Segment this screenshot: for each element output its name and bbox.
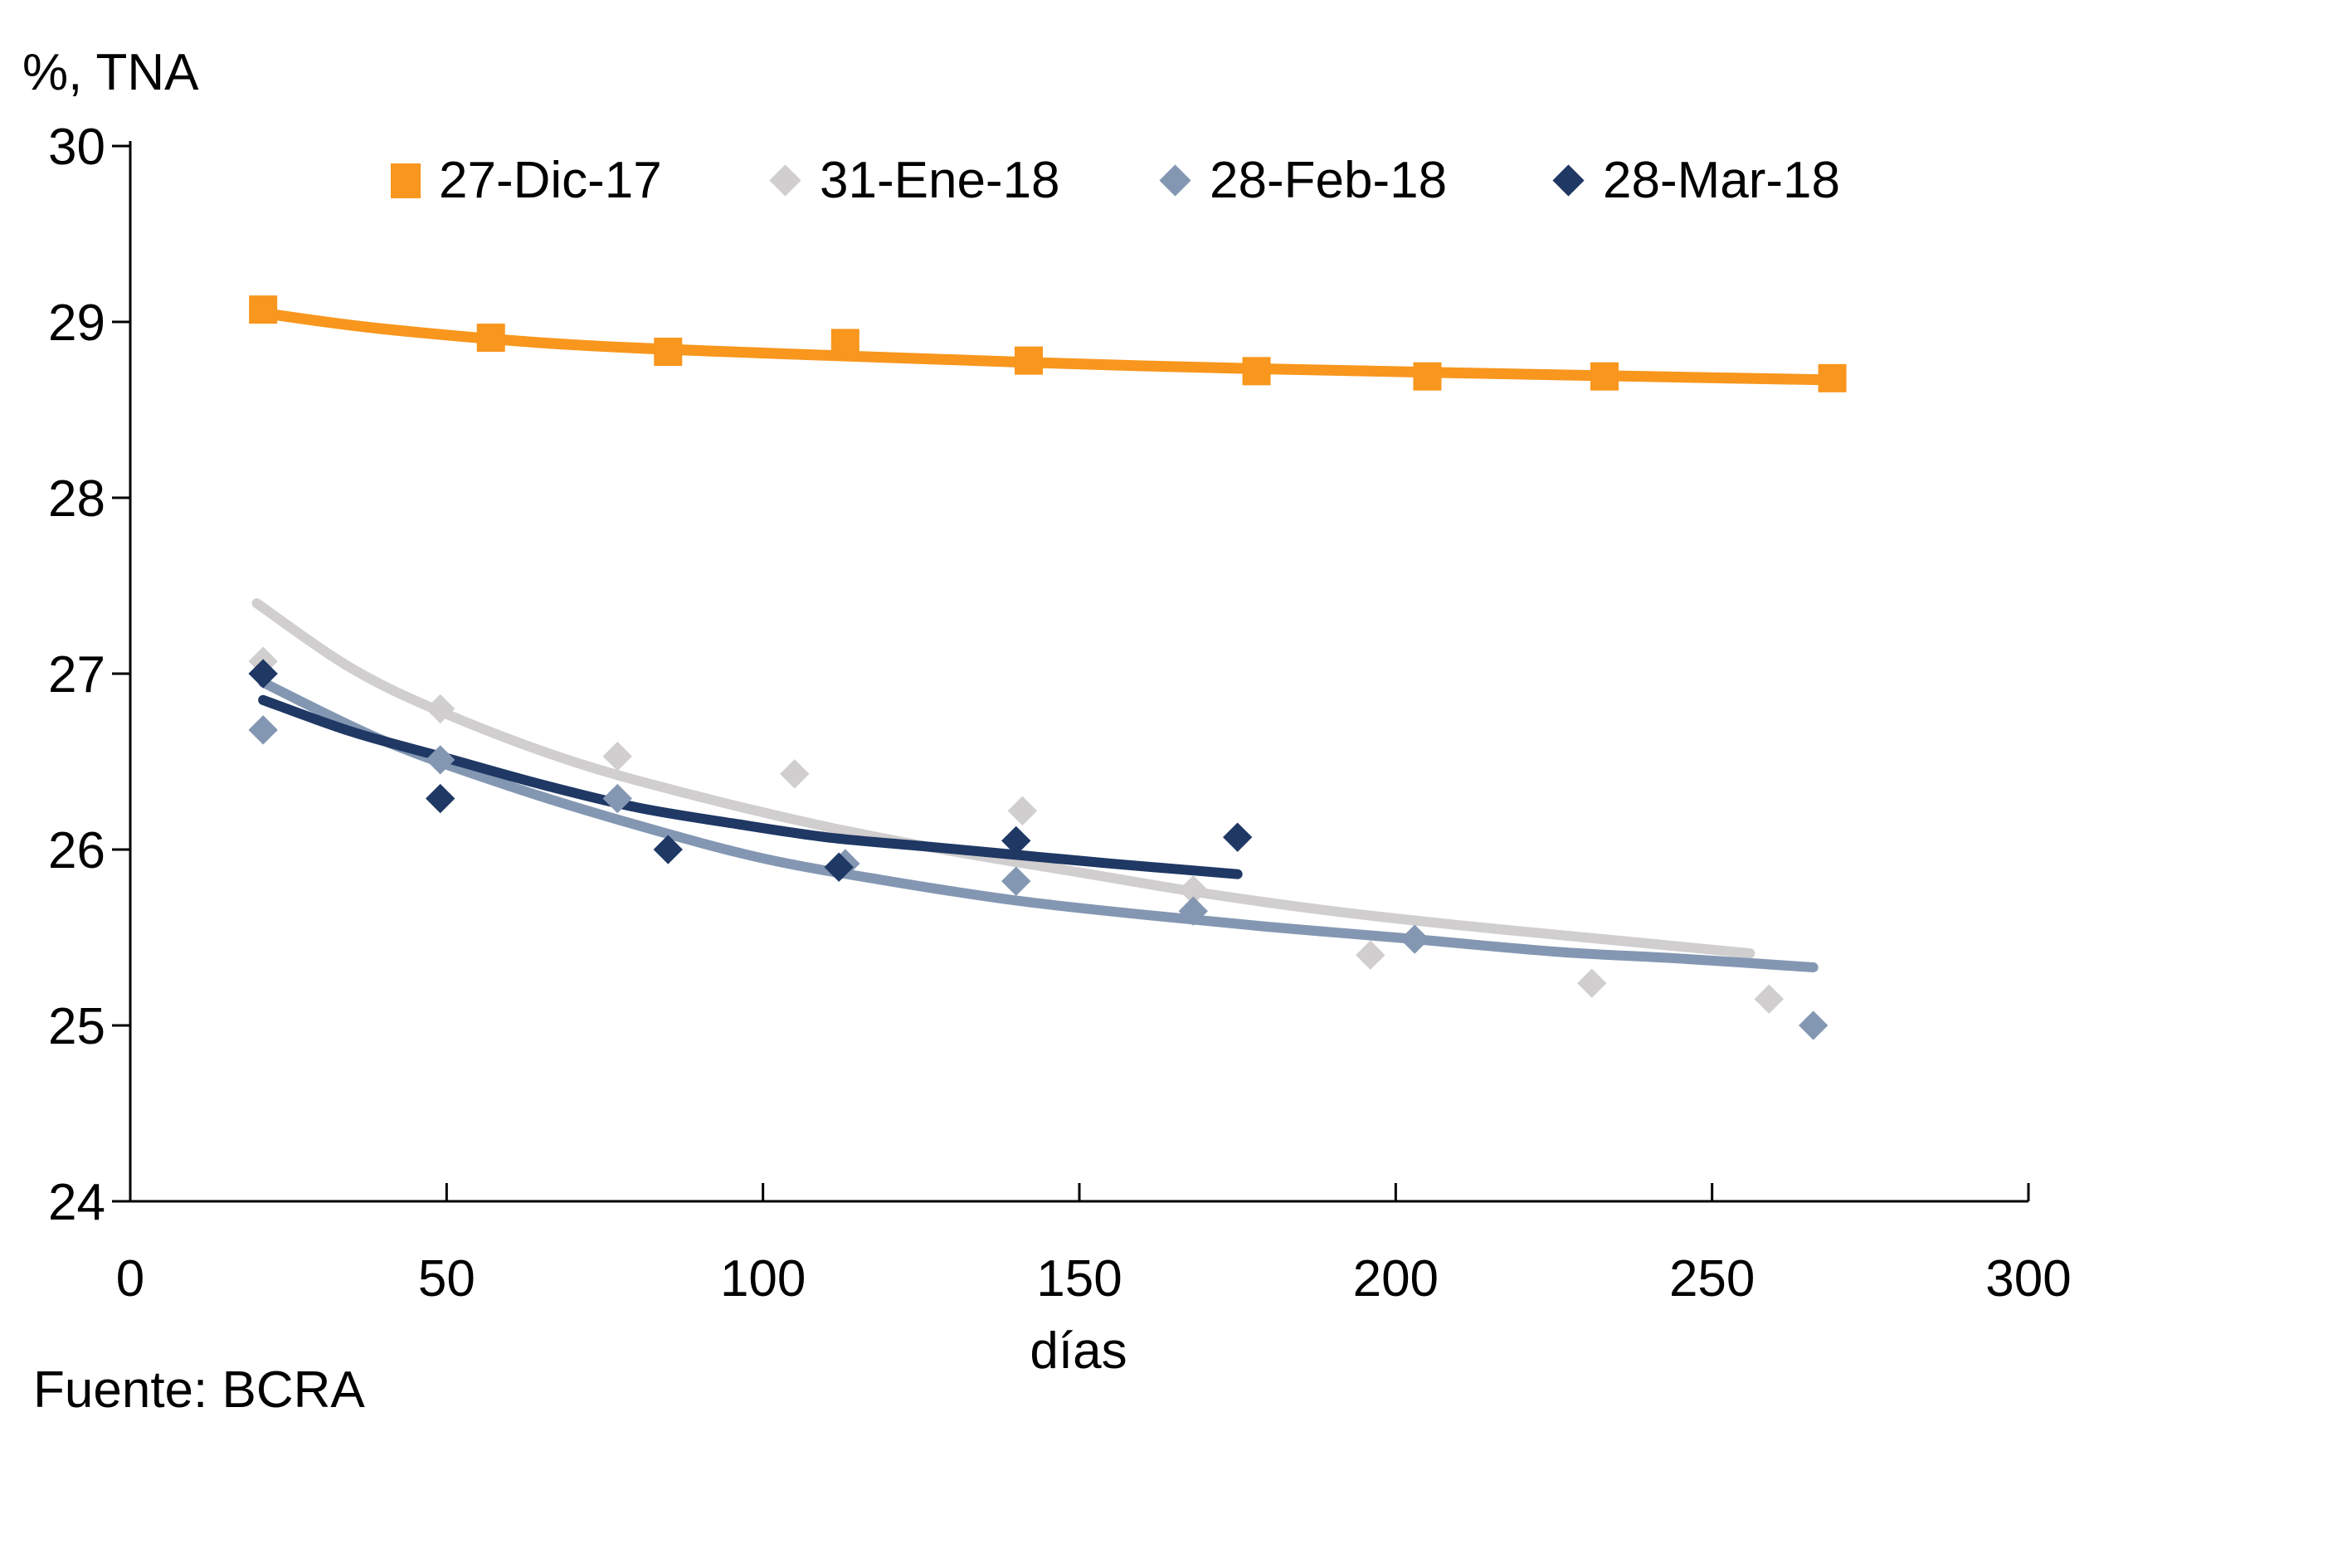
x-tick-label: 50 [418, 1250, 475, 1307]
data-point-27-Dic-17 [1818, 363, 1847, 392]
trend-line-28-Mar-18 [258, 694, 1243, 879]
data-point-27-Dic-17 [1590, 362, 1619, 391]
data-point-28-Feb-18 [602, 783, 632, 814]
bluegray-diamond-marker-icon [1159, 164, 1191, 197]
x-tick-label: 300 [1985, 1250, 2071, 1307]
legend-label: 31-Ene-18 [820, 152, 1060, 209]
x-tick-label: 250 [1669, 1250, 1755, 1307]
x-axis-title: días [1030, 1322, 1127, 1380]
data-point-28-Mar-18 [824, 852, 854, 882]
data-point-27-Dic-17 [249, 295, 278, 324]
legend-label: 27-Dic-17 [439, 152, 662, 209]
y-tick-label: 30 [48, 119, 105, 176]
y-tick-label: 27 [48, 646, 105, 704]
data-point-28-Feb-18 [426, 745, 455, 775]
gray-diamond-marker-icon [769, 164, 801, 197]
x-tick-label: 200 [1353, 1250, 1439, 1307]
legend-item-28-feb-18: 28-Feb-18 [1159, 151, 1447, 210]
legend-label: 28-Mar-18 [1603, 152, 1840, 209]
data-point-28-Mar-18 [1222, 822, 1253, 852]
orange-square-marker-icon [391, 163, 421, 198]
legend-item-31-ene-18: 31-Ene-18 [769, 151, 1060, 210]
data-point-28-Mar-18 [248, 659, 278, 689]
x-tick-label: 100 [720, 1250, 806, 1307]
y-tick-label: 28 [48, 470, 105, 528]
navy-diamond-marker-icon [1552, 164, 1585, 197]
y-tick-label: 26 [48, 822, 105, 879]
source-note: Fuente: BCRA [33, 1361, 365, 1419]
data-point-31-Ene-18 [1577, 968, 1607, 998]
data-point-31-Ene-18 [1007, 796, 1038, 826]
data-point-28-Feb-18 [1400, 924, 1429, 954]
data-point-27-Dic-17 [476, 324, 505, 353]
legend-item-28-mar-18: 28-Mar-18 [1552, 151, 1840, 210]
trend-line-28-Feb-18 [258, 677, 1819, 973]
data-point-28-Feb-18 [1001, 866, 1031, 896]
data-point-27-Dic-17 [1014, 346, 1043, 375]
data-point-27-Dic-17 [654, 338, 683, 367]
data-point-31-Ene-18 [1754, 984, 1784, 1014]
data-point-31-Ene-18 [780, 759, 810, 789]
legend-item-27-dic-17: 27-Dic-17 [391, 151, 662, 210]
x-tick-label: 0 [116, 1250, 144, 1307]
legend-label: 28-Feb-18 [1210, 152, 1448, 209]
x-tick-label: 150 [1036, 1250, 1122, 1307]
y-axis-title: %, TNA [22, 44, 199, 101]
y-tick-label: 25 [48, 998, 105, 1055]
data-point-31-Ene-18 [1178, 875, 1208, 905]
data-point-31-Ene-18 [426, 694, 455, 724]
data-point-28-Mar-18 [1001, 825, 1031, 856]
trend-line-27-Dic-17 [257, 307, 1838, 386]
data-point-28-Mar-18 [653, 835, 683, 864]
y-tick-label: 24 [48, 1174, 105, 1231]
data-point-28-Feb-18 [1178, 896, 1208, 926]
data-point-28-Feb-18 [1799, 1010, 1829, 1040]
data-point-31-Ene-18 [1356, 940, 1385, 970]
data-point-27-Dic-17 [830, 329, 859, 358]
data-point-28-Mar-18 [426, 783, 455, 814]
data-point-28-Feb-18 [248, 715, 278, 745]
y-tick-label: 29 [48, 295, 105, 352]
data-point-27-Dic-17 [1242, 357, 1271, 386]
data-point-31-Ene-18 [602, 741, 632, 772]
data-point-27-Dic-17 [1413, 362, 1442, 391]
